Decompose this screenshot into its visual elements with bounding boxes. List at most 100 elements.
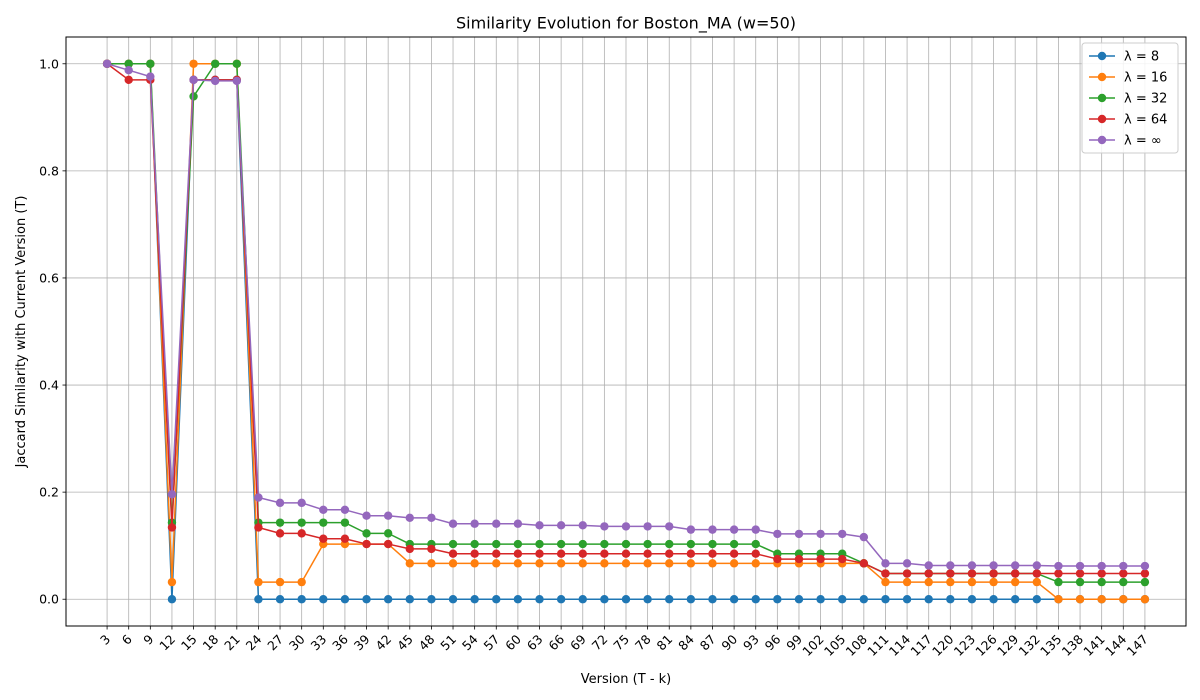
data-point (189, 75, 198, 85)
data-point (751, 595, 760, 604)
data-point (665, 595, 674, 604)
y-tick-label: 0.8 (39, 163, 59, 178)
data-point (427, 595, 436, 604)
data-point (427, 544, 436, 554)
data-point (665, 522, 674, 531)
data-point (470, 595, 479, 604)
data-point (167, 523, 177, 532)
legend-label: λ = 8 (1124, 50, 1159, 65)
data-point (513, 559, 523, 568)
data-point (1075, 595, 1085, 604)
y-tick-label: 0.4 (39, 378, 59, 393)
data-point (1075, 569, 1085, 578)
data-point (492, 595, 501, 604)
data-point (319, 505, 328, 515)
data-point (1119, 561, 1128, 571)
data-point (427, 513, 436, 523)
data-point (470, 559, 479, 568)
y-tick-label: 0.2 (39, 485, 59, 500)
data-point (621, 559, 631, 568)
data-point (124, 75, 133, 85)
data-point (513, 539, 523, 549)
data-point (167, 490, 177, 499)
data-point (383, 529, 393, 538)
data-point (838, 595, 847, 604)
legend-item: λ = 16 (1089, 71, 1167, 86)
data-point (470, 519, 479, 528)
data-point (686, 549, 696, 558)
data-point (297, 518, 306, 527)
data-point (1140, 577, 1150, 587)
data-point (1054, 561, 1063, 571)
data-point (340, 534, 350, 543)
y-axis-label: Jaccard Similarity with Current Version … (14, 196, 29, 469)
data-point (492, 559, 501, 568)
data-point (492, 519, 501, 528)
data-point (189, 92, 198, 101)
data-point (556, 521, 566, 530)
data-point (989, 595, 998, 604)
data-point (319, 518, 328, 527)
data-point (362, 539, 371, 549)
data-point (643, 522, 652, 531)
data-point (1010, 595, 1020, 604)
legend-swatch-marker (1097, 93, 1107, 103)
data-point (513, 519, 523, 528)
data-point (319, 534, 328, 543)
data-point (1119, 577, 1128, 587)
data-point (621, 522, 631, 531)
data-point (902, 569, 912, 578)
data-point (600, 539, 609, 549)
data-point (924, 595, 933, 604)
data-point (773, 529, 782, 539)
data-point (535, 595, 544, 604)
data-point (621, 595, 631, 604)
data-point (751, 525, 760, 534)
data-point (967, 595, 977, 604)
data-point (621, 539, 631, 549)
data-point (859, 559, 869, 568)
data-point (275, 498, 285, 508)
data-point (859, 595, 869, 604)
data-point (902, 577, 912, 587)
data-point (773, 595, 782, 604)
data-point (989, 561, 998, 570)
data-point (448, 559, 458, 568)
data-point (1032, 595, 1042, 604)
data-point (254, 595, 263, 604)
data-point (297, 498, 306, 508)
data-point (686, 559, 696, 568)
y-tick-label: 1.0 (39, 56, 59, 71)
data-point (1075, 577, 1085, 587)
data-point (275, 518, 285, 527)
data-point (210, 76, 220, 86)
legend-swatch-marker (1097, 135, 1107, 145)
data-point (729, 525, 739, 534)
data-point (146, 59, 155, 68)
data-point (967, 569, 977, 578)
data-point (124, 59, 133, 68)
data-point (924, 577, 933, 587)
data-point (1010, 569, 1020, 578)
data-point (254, 493, 263, 502)
data-point (1119, 569, 1128, 578)
data-point (1010, 577, 1020, 587)
data-point (470, 549, 479, 558)
data-point (362, 595, 371, 604)
data-point (989, 577, 998, 587)
data-point (816, 554, 825, 564)
data-point (340, 505, 350, 515)
data-point (1032, 561, 1042, 570)
data-point (881, 577, 890, 587)
data-point (643, 595, 652, 604)
x-axis-label: Version (T - k) (581, 672, 672, 687)
chart-title: Similarity Evolution for Boston_MA (w=50… (456, 14, 796, 34)
data-point (297, 529, 306, 538)
data-point (232, 59, 242, 68)
y-tick-label: 0.6 (39, 270, 59, 285)
data-point (405, 559, 414, 568)
data-point (686, 525, 696, 534)
data-point (751, 559, 760, 568)
data-point (1097, 577, 1106, 587)
